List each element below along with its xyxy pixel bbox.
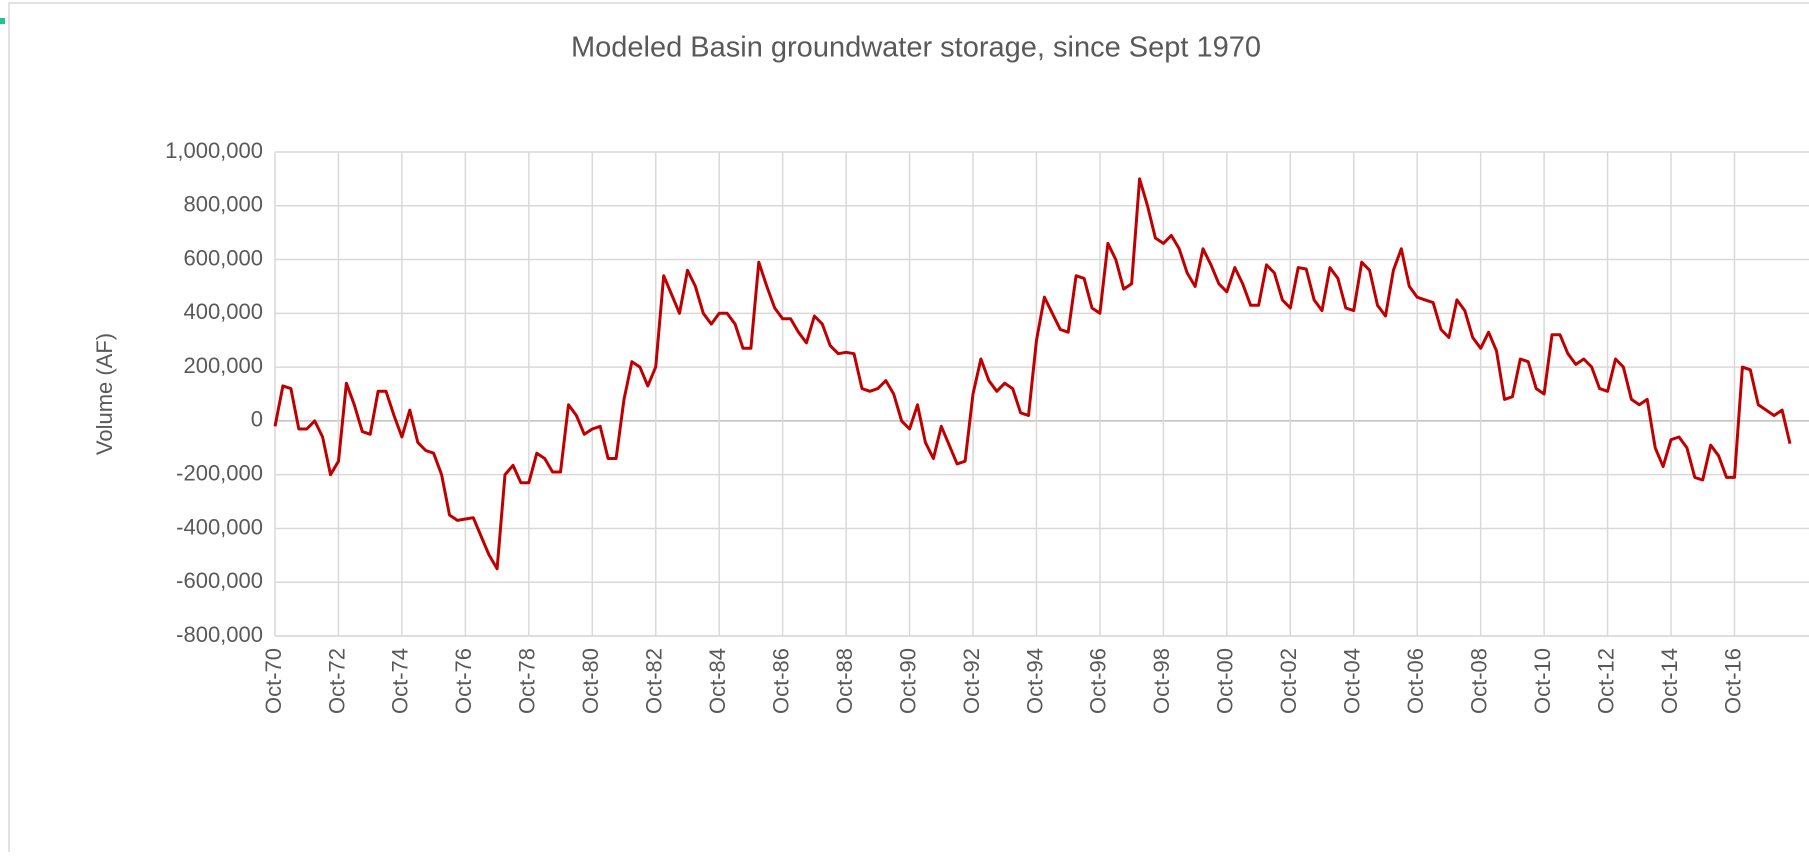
x-tick-label: Oct-10 [1530,648,1555,714]
chart-title: Modeled Basin groundwater storage, since… [571,32,1261,64]
x-tick-label: Oct-94 [1022,648,1047,714]
y-tick-label: -800,000 [176,622,263,647]
x-tick-label: Oct-02 [1276,648,1301,714]
x-tick-label: Oct-80 [578,648,603,714]
y-tick-label: 0 [251,407,263,432]
x-tick-label: Oct-74 [388,648,413,714]
x-tick-label: Oct-16 [1720,648,1745,714]
x-tick-label: Oct-06 [1403,648,1428,714]
y-tick-label: -200,000 [176,460,263,485]
x-tick-label: Oct-90 [895,648,920,714]
y-tick-label: 1,000,000 [165,138,263,163]
x-tick-label: Oct-00 [1213,648,1238,714]
x-tick-label: Oct-78 [515,648,540,714]
y-tick-label: 800,000 [183,192,263,217]
y-tick-label: 200,000 [183,353,263,378]
x-tick-label: Oct-70 [261,648,286,714]
y-tick-label: -600,000 [176,568,263,593]
x-tick-label: Oct-96 [1086,648,1111,714]
x-tick-label: Oct-14 [1657,648,1682,714]
y-axis-label: Volume (AF) [92,333,117,455]
y-tick-label: 400,000 [183,299,263,324]
x-tick-label: Oct-88 [832,648,857,714]
y-tick-label: 600,000 [183,245,263,270]
x-tick-label: Oct-98 [1149,648,1174,714]
x-tick-label: Oct-72 [324,648,349,714]
x-tick-label: Oct-12 [1593,648,1618,714]
x-tick-label: Oct-92 [959,648,984,714]
x-tick-label: Oct-04 [1340,648,1365,714]
x-tick-label: Oct-84 [705,648,730,714]
x-tick-label: Oct-86 [768,648,793,714]
y-tick-label: -400,000 [176,514,263,539]
x-tick-label: Oct-76 [451,648,476,714]
selection-handle [0,18,5,24]
x-tick-label: Oct-08 [1466,648,1491,714]
x-tick-label: Oct-82 [642,648,667,714]
data-line [273,177,1792,571]
